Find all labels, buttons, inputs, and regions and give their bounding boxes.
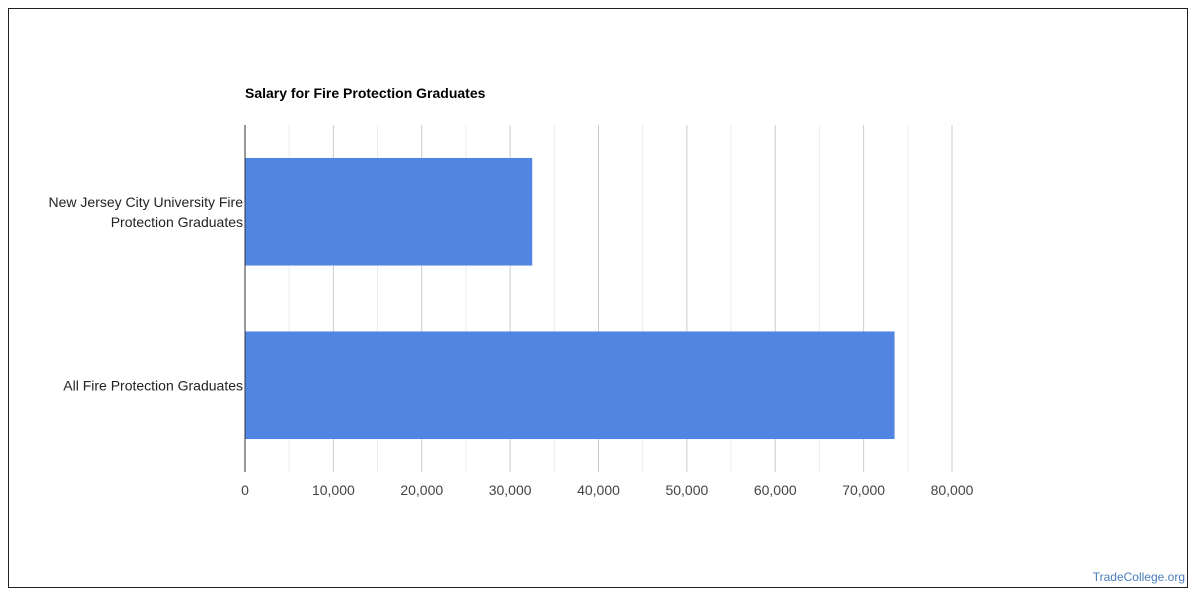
category-label: Protection Graduates	[111, 214, 243, 230]
x-tick-label: 20,000	[400, 482, 443, 498]
x-tick-label: 80,000	[931, 482, 974, 498]
category-label: All Fire Protection Graduates	[63, 377, 243, 393]
category-label: New Jersey City University Fire	[49, 194, 244, 210]
bar	[245, 157, 533, 266]
x-tick-label: 50,000	[665, 482, 708, 498]
watermark-link[interactable]: TradeCollege.org	[1092, 570, 1185, 584]
x-tick-label: 10,000	[312, 482, 355, 498]
x-tick-label: 60,000	[754, 482, 797, 498]
x-tick-label: 0	[241, 482, 249, 498]
bars	[245, 157, 895, 440]
chart-title: Salary for Fire Protection Graduates	[245, 85, 486, 101]
bar	[245, 331, 895, 440]
x-tick-label: 70,000	[842, 482, 885, 498]
x-tick-label: 40,000	[577, 482, 620, 498]
labels: 0 10,000 20,000 30,000 40,000 50,000 60,000 70,…	[49, 194, 974, 498]
x-tick-label: 30,000	[489, 482, 532, 498]
